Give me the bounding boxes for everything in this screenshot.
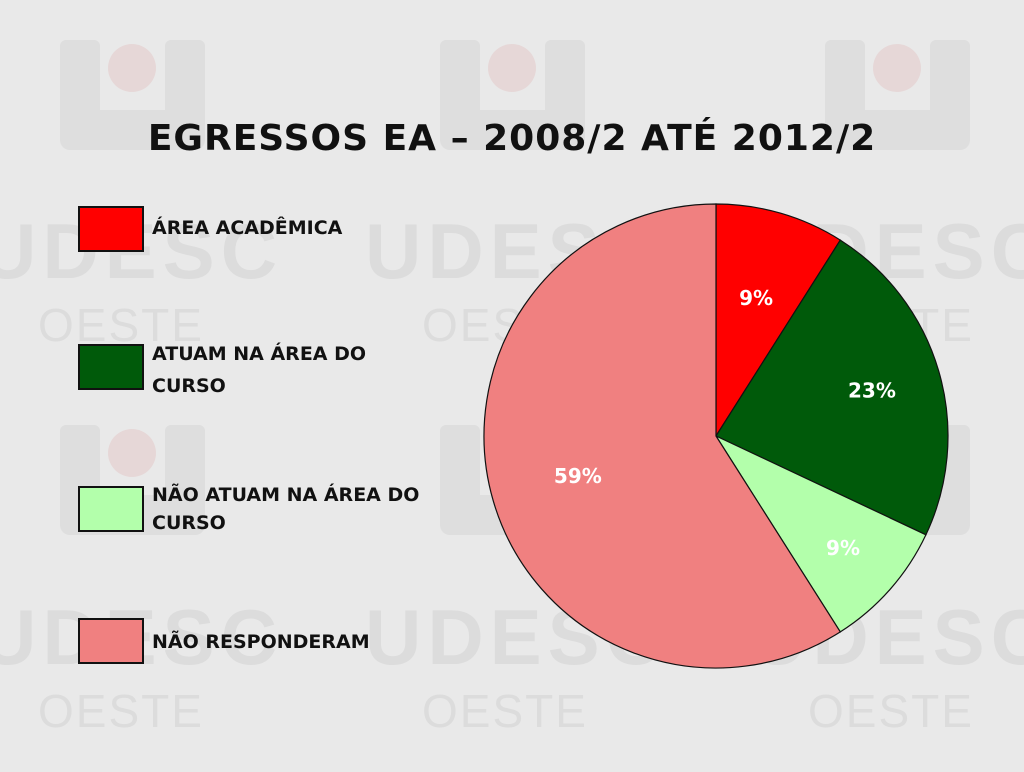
legend-swatch (78, 344, 144, 390)
legend-label: ATUAM NA ÁREA DO (152, 343, 367, 365)
pie-slice (483, 203, 842, 669)
legend-label: CURSO (152, 512, 226, 534)
slice-data-label: 9% (826, 536, 860, 560)
pie-slice (715, 239, 949, 536)
slice-data-label: 23% (848, 379, 896, 403)
slice-data-label: 9% (739, 286, 773, 310)
pie-slice (715, 203, 842, 439)
legend-label: NÃO ATUAM NA ÁREA DO (152, 484, 420, 506)
chart-title: EGRESSOS EA – 2008/2 ATÉ 2012/2 (147, 118, 877, 159)
legend-swatch (78, 206, 144, 252)
legend-swatch (78, 618, 144, 664)
legend-label: NÃO RESPONDERAM (152, 631, 370, 653)
pie-slice (714, 434, 927, 633)
legend-label: CURSO (152, 375, 226, 397)
legend-label: ÁREA ACADÊMICA (152, 217, 343, 239)
legend-swatch (78, 486, 144, 532)
slice-data-label: 59% (554, 464, 602, 488)
